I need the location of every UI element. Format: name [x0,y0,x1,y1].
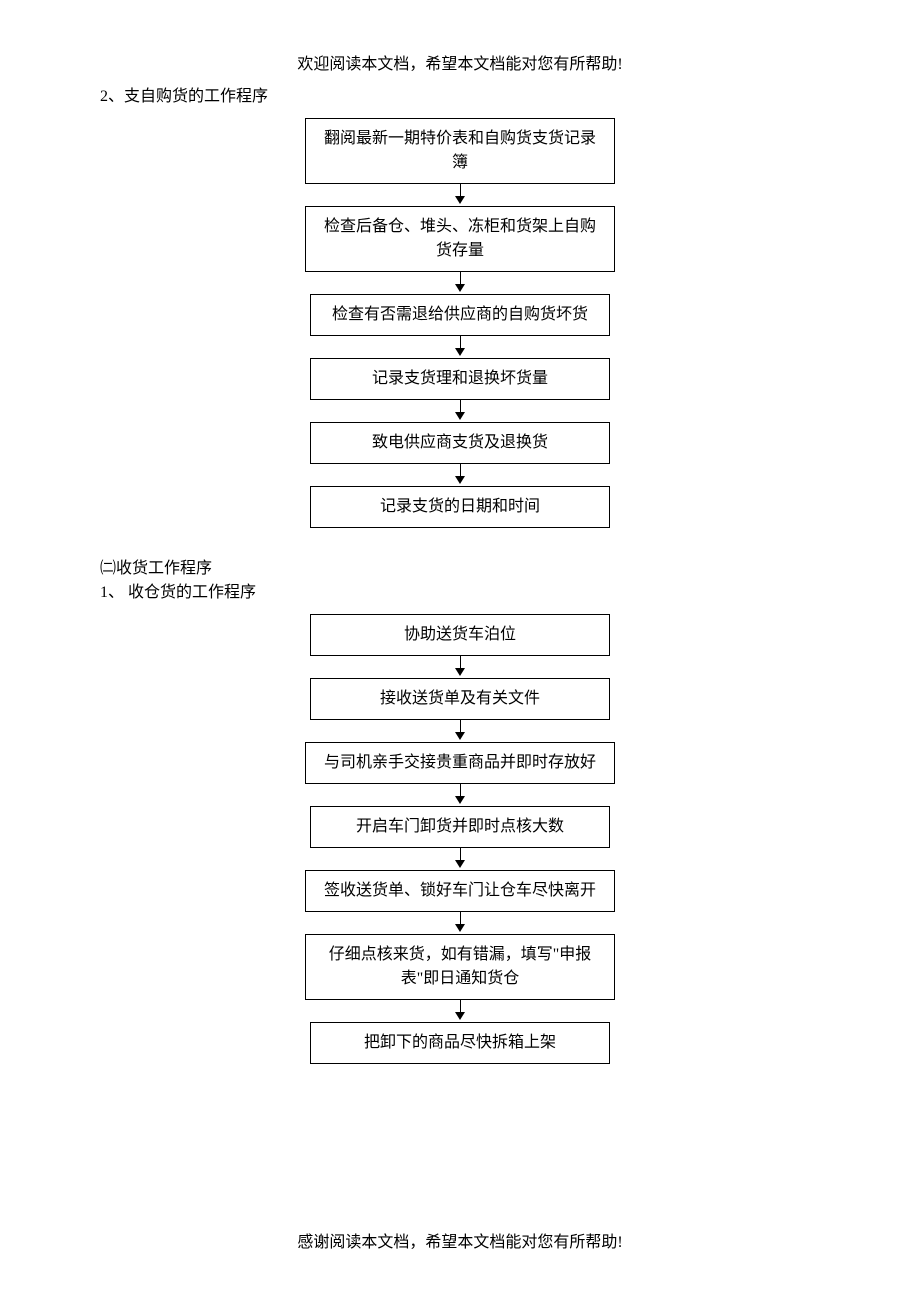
flow-box: 与司机亲手交接贵重商品并即时存放好 [305,742,615,784]
section-2-subheading: 1、 收仓货的工作程序 [100,578,820,602]
arrow-down-icon [455,400,465,422]
section-1-title: 2、支自购货的工作程序 [100,82,820,106]
page-header: 欢迎阅读本文档，希望本文档能对您有所帮助! [100,50,820,74]
flow-box: 签收送货单、锁好车门让仓车尽快离开 [305,870,615,912]
page-footer: 感谢阅读本文档，希望本文档能对您有所帮助! [0,1228,920,1252]
flow-box: 协助送货车泊位 [310,614,610,656]
flow-box: 致电供应商支货及退换货 [310,422,610,464]
arrow-down-icon [455,784,465,806]
flow-box: 开启车门卸货并即时点核大数 [310,806,610,848]
flow-box: 仔细点核来货，如有错漏，填写"申报表"即日通知货仓 [305,934,615,1000]
arrow-down-icon [455,848,465,870]
arrow-down-icon [455,656,465,678]
flow-box: 检查有否需退给供应商的自购货坏货 [310,294,610,336]
arrow-down-icon [455,1000,465,1022]
arrow-down-icon [455,464,465,486]
arrow-down-icon [455,720,465,742]
arrow-down-icon [455,336,465,358]
flow-box: 记录支货理和退换坏货量 [310,358,610,400]
flowchart-2: 协助送货车泊位 接收送货单及有关文件 与司机亲手交接贵重商品并即时存放好 开启车… [100,614,820,1064]
section-2-heading: ㈡收货工作程序 [100,554,820,578]
flow-box: 检查后备仓、堆头、冻柜和货架上自购货存量 [305,206,615,272]
arrow-down-icon [455,912,465,934]
arrow-down-icon [455,184,465,206]
flow-box: 把卸下的商品尽快拆箱上架 [310,1022,610,1064]
flow-box: 记录支货的日期和时间 [310,486,610,528]
flowchart-1: 翻阅最新一期特价表和自购货支货记录簿 检查后备仓、堆头、冻柜和货架上自购货存量 … [100,118,820,528]
arrow-down-icon [455,272,465,294]
flow-box: 接收送货单及有关文件 [310,678,610,720]
flow-box: 翻阅最新一期特价表和自购货支货记录簿 [305,118,615,184]
